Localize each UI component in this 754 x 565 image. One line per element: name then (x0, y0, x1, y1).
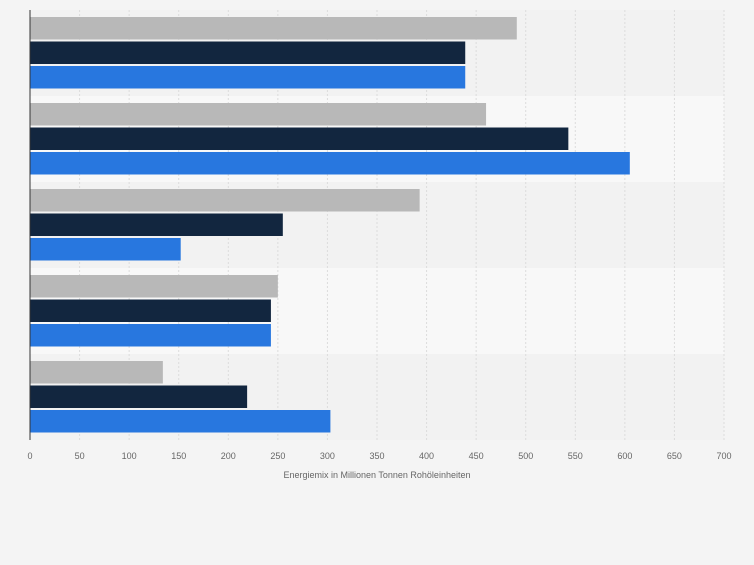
x-tick-label: 250 (270, 451, 285, 461)
x-tick-label: 400 (419, 451, 434, 461)
x-tick-label: 300 (320, 451, 335, 461)
bar[interactable] (30, 127, 569, 151)
x-tick-label: 700 (716, 451, 731, 461)
x-tick-label: 450 (469, 451, 484, 461)
bar[interactable] (30, 41, 466, 65)
bar[interactable] (30, 189, 420, 212)
bar[interactable] (30, 152, 630, 175)
bar[interactable] (30, 299, 271, 323)
bar[interactable] (30, 324, 271, 347)
bar[interactable] (30, 17, 517, 40)
bar[interactable] (30, 103, 487, 126)
x-tick-label: 500 (518, 451, 533, 461)
x-tick-label: 200 (221, 451, 236, 461)
bar[interactable] (30, 238, 181, 261)
x-axis-title: Energiemix in Millionen Tonnen Rohöleinh… (284, 470, 471, 480)
bar[interactable] (30, 66, 466, 89)
x-tick-label: 600 (617, 451, 632, 461)
x-tick-label: 100 (122, 451, 137, 461)
x-tick-label: 150 (171, 451, 186, 461)
bar[interactable] (30, 385, 248, 409)
bar[interactable] (30, 361, 163, 384)
bars (30, 17, 630, 433)
bar[interactable] (30, 410, 331, 433)
x-tick-label: 0 (27, 451, 32, 461)
x-tick-label: 350 (369, 451, 384, 461)
x-tick-label: 550 (568, 451, 583, 461)
x-tick-label: 50 (75, 451, 85, 461)
bar[interactable] (30, 213, 283, 237)
bar[interactable] (30, 275, 278, 298)
x-tick-labels: 0 50 100 150 200 250 300 350 400 450 500 550 600 650 7… (27, 451, 731, 461)
x-tick-label: 650 (667, 451, 682, 461)
